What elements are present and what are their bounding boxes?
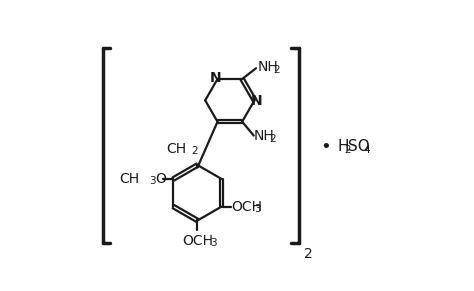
Text: 2: 2	[304, 247, 312, 261]
Text: 4: 4	[363, 145, 370, 155]
Text: OCH: OCH	[231, 200, 263, 214]
Text: 3: 3	[210, 238, 217, 248]
Text: N: N	[251, 94, 263, 108]
Text: OCH: OCH	[182, 233, 213, 248]
Text: 2: 2	[273, 65, 280, 75]
Text: 2: 2	[191, 146, 198, 156]
Text: H: H	[337, 139, 349, 154]
Text: O: O	[155, 172, 166, 186]
Text: •: •	[321, 138, 331, 156]
Text: N: N	[210, 71, 222, 85]
Text: NH: NH	[258, 61, 279, 74]
Text: CH: CH	[119, 172, 140, 186]
Text: NH: NH	[254, 129, 275, 143]
Text: 3: 3	[149, 176, 155, 186]
Text: 2: 2	[344, 145, 350, 155]
Text: 2: 2	[270, 134, 276, 144]
Text: 3: 3	[254, 204, 261, 214]
Text: CH: CH	[166, 142, 186, 156]
Text: SO: SO	[348, 139, 370, 154]
